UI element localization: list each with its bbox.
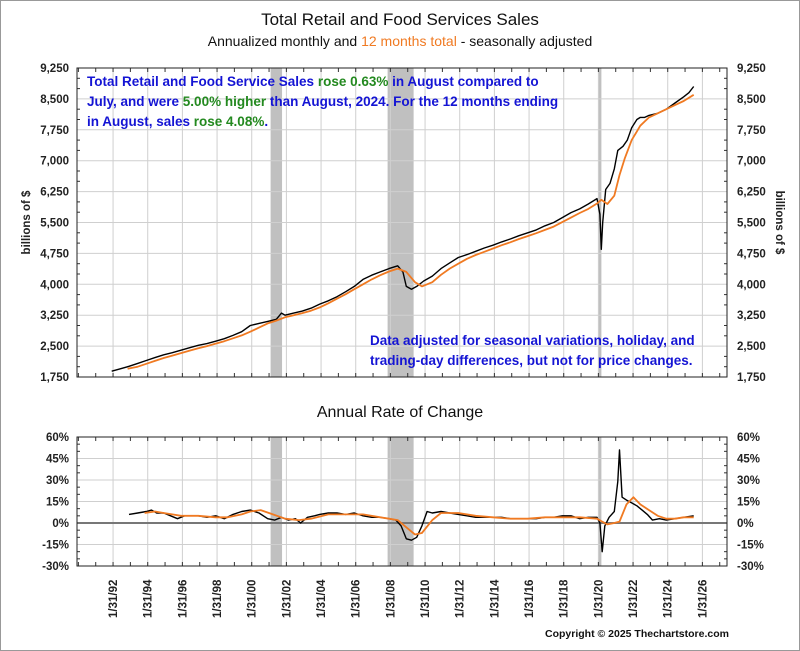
- rate-ytick-left: 45%: [46, 454, 69, 466]
- chart-title: Total Retail and Food Services Sales: [261, 10, 539, 29]
- x-tick-label: 1/31/18: [559, 579, 571, 618]
- adjustment-note: Data adjusted for seasonal variations, h…: [370, 333, 695, 368]
- y-axis-label-left: billions of $: [21, 190, 33, 254]
- main-ytick-right: 6,250: [737, 187, 766, 199]
- x-tick-label: 1/31/94: [143, 579, 155, 618]
- x-tick-label: 1/31/14: [489, 579, 501, 618]
- main-plot-border: [76, 67, 728, 378]
- main-ytick-right: 4,750: [737, 248, 766, 260]
- x-tick-label: 1/31/02: [281, 580, 293, 618]
- main-ytick-right: 7,000: [737, 156, 766, 168]
- annotation-highlight: rose 4.08%: [193, 114, 265, 129]
- rate-ytick-right: -15%: [737, 540, 764, 552]
- subtitle-highlight: 12 months total: [361, 33, 457, 49]
- rate-ytick-left: 30%: [46, 475, 69, 487]
- x-tick-label: 1/31/98: [212, 579, 224, 618]
- y-axis-label-right: billions of $: [773, 191, 785, 255]
- copyright: Copyright © 2025 Thechartstore.com: [545, 628, 729, 640]
- main-ytick-right: 2,500: [737, 341, 766, 353]
- x-tick-label: 1/31/12: [455, 580, 467, 618]
- main-ytick-left: 6,250: [40, 187, 69, 199]
- annotation-highlight: 5.00% higher: [182, 94, 267, 109]
- main-ytick-right: 9,250: [737, 63, 766, 75]
- subtitle-part1: Annualized monthly and: [207, 33, 362, 49]
- x-tick-label: 1/31/06: [351, 580, 363, 618]
- rate-ytick-left: -30%: [42, 561, 69, 573]
- main-ytick-left: 3,250: [40, 310, 69, 322]
- subtitle-part2: - seasonally adjusted: [456, 33, 593, 49]
- rate-ytick-right: -30%: [737, 561, 764, 573]
- x-tick-label: 1/31/08: [385, 579, 397, 618]
- rate-ytick-right: 15%: [737, 497, 760, 509]
- main-ytick-left: 5,500: [40, 218, 69, 230]
- main-ytick-right: 7,750: [737, 125, 766, 137]
- rate-ytick-right: 30%: [737, 475, 760, 487]
- x-tick-label: 1/31/26: [697, 580, 709, 618]
- summary-annotation: Total Retail and Food Service Sales rose…: [87, 72, 567, 132]
- chart-subtitle: Annualized monthly and 12 months total -…: [0, 33, 800, 49]
- lower-chart-title: Annual Rate of Change: [316, 404, 484, 421]
- x-tick-label: 1/31/92: [108, 580, 120, 618]
- main-ytick-left: 4,750: [40, 248, 69, 260]
- x-tick-label: 1/31/04: [316, 579, 328, 618]
- x-tick-label: 1/31/22: [628, 580, 640, 618]
- rate-ytick-left: 15%: [46, 497, 69, 509]
- x-tick-label: 1/31/96: [177, 580, 189, 618]
- main-ytick-left: 8,500: [40, 94, 69, 106]
- annotation-highlight: rose 0.63%: [317, 74, 389, 89]
- rate-ytick-right: 45%: [737, 454, 760, 466]
- rate-series-twelve-month: [144, 496, 694, 536]
- main-ytick-left: 7,750: [40, 125, 69, 137]
- annotation-text: than August, 2024. For the 12 months end…: [87, 94, 559, 129]
- annotation-text: .: [264, 114, 269, 129]
- main-ytick-right: 5,500: [737, 218, 766, 230]
- x-tick-label: 1/31/16: [524, 580, 536, 618]
- rate-ytick-left: 60%: [46, 432, 69, 444]
- rate-ytick-left: -15%: [42, 540, 69, 552]
- main-ytick-left: 9,250: [40, 63, 69, 75]
- main-ytick-left: 4,000: [40, 279, 69, 291]
- main-series-twelve-month: [127, 94, 695, 370]
- rate-plot-border: [76, 436, 728, 567]
- main-ytick-right: 4,000: [737, 279, 766, 291]
- main-series-monthly: [111, 86, 695, 372]
- rate-ytick-left: 0%: [52, 518, 69, 530]
- main-ytick-left: 1,750: [40, 372, 69, 384]
- main-ytick-left: 2,500: [40, 341, 69, 353]
- main-ytick-right: 8,500: [737, 94, 766, 106]
- annotation-text: in August compared to July, and were: [87, 74, 539, 109]
- main-ytick-left: 7,000: [40, 156, 69, 168]
- x-tick-label: 1/31/10: [420, 580, 432, 618]
- main-ytick-right: 1,750: [737, 372, 766, 384]
- rate-ytick-right: 60%: [737, 432, 760, 444]
- rate-ytick-right: 0%: [737, 518, 754, 530]
- x-tick-label: 1/31/24: [663, 579, 675, 618]
- x-tick-label: 1/31/20: [593, 580, 605, 618]
- x-tick-label: 1/31/00: [247, 580, 259, 618]
- main-ytick-right: 3,250: [737, 310, 766, 322]
- annotation-text: Total Retail and Food Service Sales: [87, 74, 318, 89]
